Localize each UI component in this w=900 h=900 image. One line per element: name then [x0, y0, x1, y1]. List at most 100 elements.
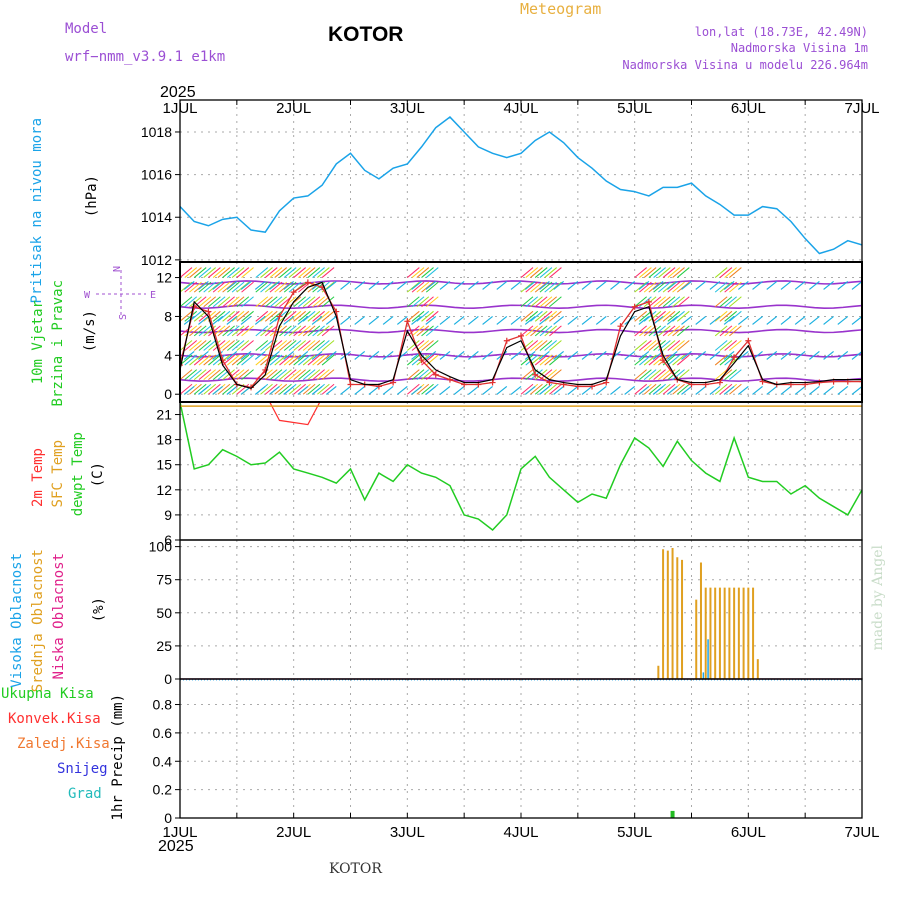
wind-arrow — [298, 325, 311, 337]
wind-arrow — [198, 281, 212, 293]
wind-arrow — [222, 369, 235, 381]
wind-arrow — [653, 369, 666, 381]
station-title: KOTOR — [328, 23, 404, 46]
wind-arrow — [714, 310, 728, 322]
wind-arrow — [676, 369, 690, 381]
temp-group — [180, 402, 862, 531]
gust-marker — [290, 289, 297, 296]
isotach-line — [180, 377, 862, 382]
day-label-top: 6JUL — [731, 100, 766, 117]
wind-arrow — [274, 369, 288, 381]
wind-arrow — [407, 340, 420, 351]
wind-arrow — [719, 340, 733, 351]
wind-arrow — [317, 296, 330, 308]
wind-arrow — [236, 354, 250, 366]
wind-arrow — [643, 354, 657, 366]
wind-arrow — [307, 369, 321, 381]
ytick-label: 25 — [156, 638, 172, 654]
wind-arrow — [662, 296, 676, 308]
wind-arrow — [525, 340, 539, 351]
wind-arrow — [279, 354, 292, 366]
wind-arrow — [421, 325, 434, 337]
wind-arrow — [293, 296, 306, 308]
wind-arrow — [539, 325, 553, 337]
wind-barb — [737, 385, 749, 395]
ytick-label: 0.4 — [153, 753, 173, 769]
wind-arrow — [180, 310, 193, 322]
wind-arrow — [648, 310, 662, 322]
wind-barb — [610, 315, 621, 325]
wind-barb — [269, 280, 280, 290]
wind-barb — [510, 350, 522, 360]
wind-arrow — [212, 310, 226, 322]
wind-arrow — [425, 354, 439, 366]
wind-arrow — [274, 267, 288, 278]
wind-arrow — [212, 340, 226, 351]
wind-arrow — [222, 383, 235, 395]
wind-arrow — [549, 383, 562, 395]
gust-marker — [731, 354, 738, 361]
wind-arrow — [189, 354, 202, 366]
wind-barb — [240, 280, 252, 290]
wind-arrow — [227, 310, 240, 322]
wind-barb — [198, 315, 209, 325]
wind-arrow — [544, 340, 558, 351]
wind-arrow — [236, 310, 250, 322]
wind-arrow — [534, 267, 548, 278]
wind-barb — [254, 385, 266, 395]
wind-barb — [709, 385, 721, 395]
wind-arrow — [530, 267, 543, 278]
wind-arrow — [302, 296, 316, 308]
wind-arrow — [198, 354, 212, 366]
wind-barb — [283, 280, 295, 290]
wind-arrow — [288, 369, 302, 381]
wind-barb — [510, 280, 522, 290]
wind-arrow — [279, 281, 292, 293]
wind-arrow — [264, 310, 278, 322]
wind-arrow — [231, 354, 245, 366]
wind-arrow — [658, 281, 671, 293]
wind-barb — [368, 350, 380, 360]
wind-arrow — [719, 325, 733, 337]
wind-arrow — [667, 325, 681, 337]
wind-arrow — [321, 340, 335, 351]
wind-arrow — [672, 369, 685, 381]
wind-barb — [539, 385, 550, 395]
wind-barb — [709, 350, 721, 360]
wind-barb — [539, 315, 550, 325]
wind-arrow — [544, 325, 558, 337]
wind-barb — [752, 280, 763, 290]
wind-arrow — [525, 267, 539, 278]
wind-barb — [510, 315, 522, 325]
wind-arrow — [293, 354, 306, 366]
wind-arrow — [667, 267, 681, 278]
gust-marker — [432, 371, 439, 378]
wind-arrow — [719, 310, 733, 322]
ytick-label: 0 — [164, 386, 172, 402]
wind-arrow — [241, 325, 254, 337]
wind-barb — [553, 280, 564, 290]
ytick-label: 75 — [156, 572, 172, 588]
wind-arrow — [260, 325, 273, 337]
wind-arrow — [255, 310, 269, 322]
wind-arrow — [260, 383, 273, 395]
wind-arrow — [298, 340, 311, 351]
wind-arrow — [274, 354, 288, 366]
wind-barb — [553, 350, 564, 360]
wind-arrow — [676, 281, 690, 293]
day-label-bottom: 7JUL — [844, 824, 879, 841]
wind-arrow — [312, 369, 325, 381]
wind-arrow — [411, 369, 425, 381]
dewpt-line — [180, 402, 862, 531]
gust-marker — [546, 379, 553, 386]
wind-arrow — [184, 281, 198, 293]
wind-arrow — [241, 296, 254, 308]
wind-arrow — [212, 281, 226, 293]
wind-arrow — [724, 325, 737, 337]
wind-barb — [794, 315, 806, 325]
wind-arrow — [639, 267, 652, 278]
wind-arrow — [198, 369, 212, 381]
wind-arrow — [672, 354, 685, 366]
wind-arrow — [534, 281, 548, 293]
wind-arrow — [416, 296, 430, 308]
